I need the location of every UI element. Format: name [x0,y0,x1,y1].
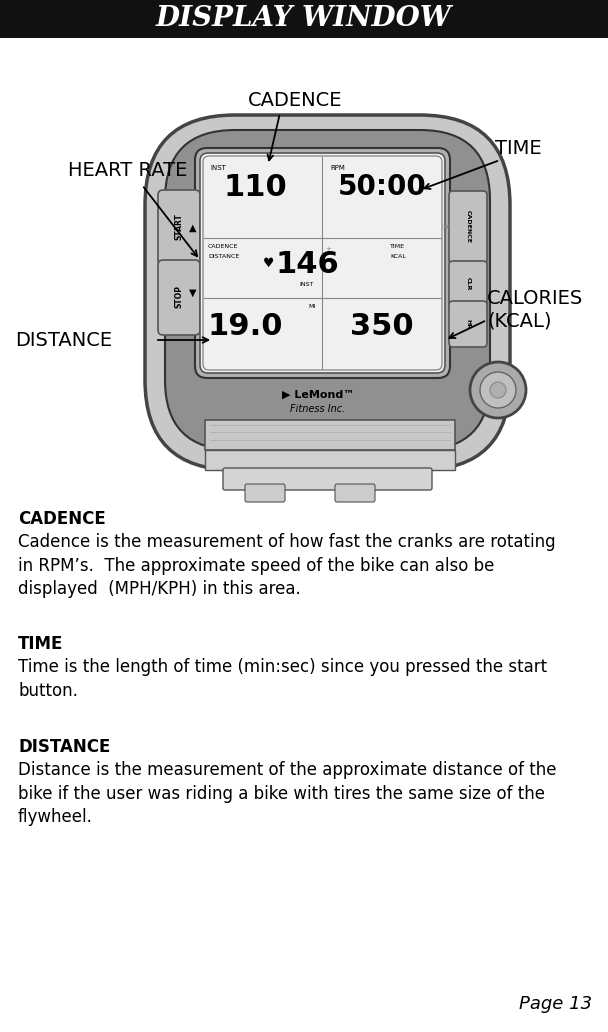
Text: 19.0: 19.0 [207,312,283,341]
FancyBboxPatch shape [205,420,455,450]
Text: HR: HR [466,319,471,329]
FancyBboxPatch shape [195,148,450,378]
Text: Fitness Inc.: Fitness Inc. [291,404,345,414]
Text: 110: 110 [223,173,287,202]
Text: MI: MI [308,304,316,309]
Text: CADENCE: CADENCE [208,244,238,249]
Circle shape [490,382,506,398]
FancyBboxPatch shape [223,467,432,490]
FancyBboxPatch shape [145,115,510,470]
Text: +: + [325,246,331,252]
Text: Distance is the measurement of the approximate distance of the
bike if the user : Distance is the measurement of the appro… [18,761,556,827]
Text: KCAL: KCAL [390,254,406,259]
Circle shape [470,362,526,418]
FancyBboxPatch shape [449,261,487,307]
FancyBboxPatch shape [245,484,285,502]
Text: Page 13: Page 13 [519,995,592,1013]
Text: DISPLAY WINDOW: DISPLAY WINDOW [156,5,452,32]
Text: INST: INST [300,282,314,287]
Text: START: START [174,214,184,240]
Text: RPM: RPM [330,165,345,171]
Text: DISTANCE: DISTANCE [15,330,112,350]
Text: INST: INST [210,165,226,171]
Text: TIME: TIME [495,138,541,158]
Circle shape [480,372,516,408]
Text: TIME: TIME [390,244,405,249]
Text: CADENCE: CADENCE [466,211,471,244]
Text: ▼: ▼ [189,288,197,298]
Text: 146: 146 [275,250,339,279]
FancyBboxPatch shape [200,153,445,373]
Text: HEART RATE: HEART RATE [68,161,187,180]
FancyBboxPatch shape [205,450,455,470]
Text: DISTANCE: DISTANCE [18,738,111,756]
Text: ▲: ▲ [189,223,197,233]
Text: CADENCE: CADENCE [247,91,342,109]
Text: STOP: STOP [174,286,184,309]
Text: CADENCE: CADENCE [18,510,106,528]
Text: DISTANCE: DISTANCE [208,254,240,259]
Text: ♥: ♥ [263,257,274,270]
FancyBboxPatch shape [335,484,375,502]
Text: TIME: TIME [18,635,63,653]
Text: ▶ LeMond™: ▶ LeMond™ [282,390,354,400]
Text: CALORIES
(KCAL): CALORIES (KCAL) [487,290,583,330]
Text: ☀: ☀ [440,223,450,233]
FancyBboxPatch shape [449,301,487,347]
Bar [0,0,608,38]
FancyBboxPatch shape [158,260,200,335]
FancyBboxPatch shape [158,190,200,265]
Text: Time is the length of time (min:sec) since you pressed the start
button.: Time is the length of time (min:sec) sin… [18,658,547,700]
FancyBboxPatch shape [165,130,490,450]
FancyBboxPatch shape [449,191,487,264]
Text: 50:00: 50:00 [337,173,426,201]
Text: CLR: CLR [466,278,471,291]
Text: Cadence is the measurement of how fast the cranks are rotating
in RPM’s.  The ap: Cadence is the measurement of how fast t… [18,533,556,599]
Text: 350: 350 [350,312,414,341]
